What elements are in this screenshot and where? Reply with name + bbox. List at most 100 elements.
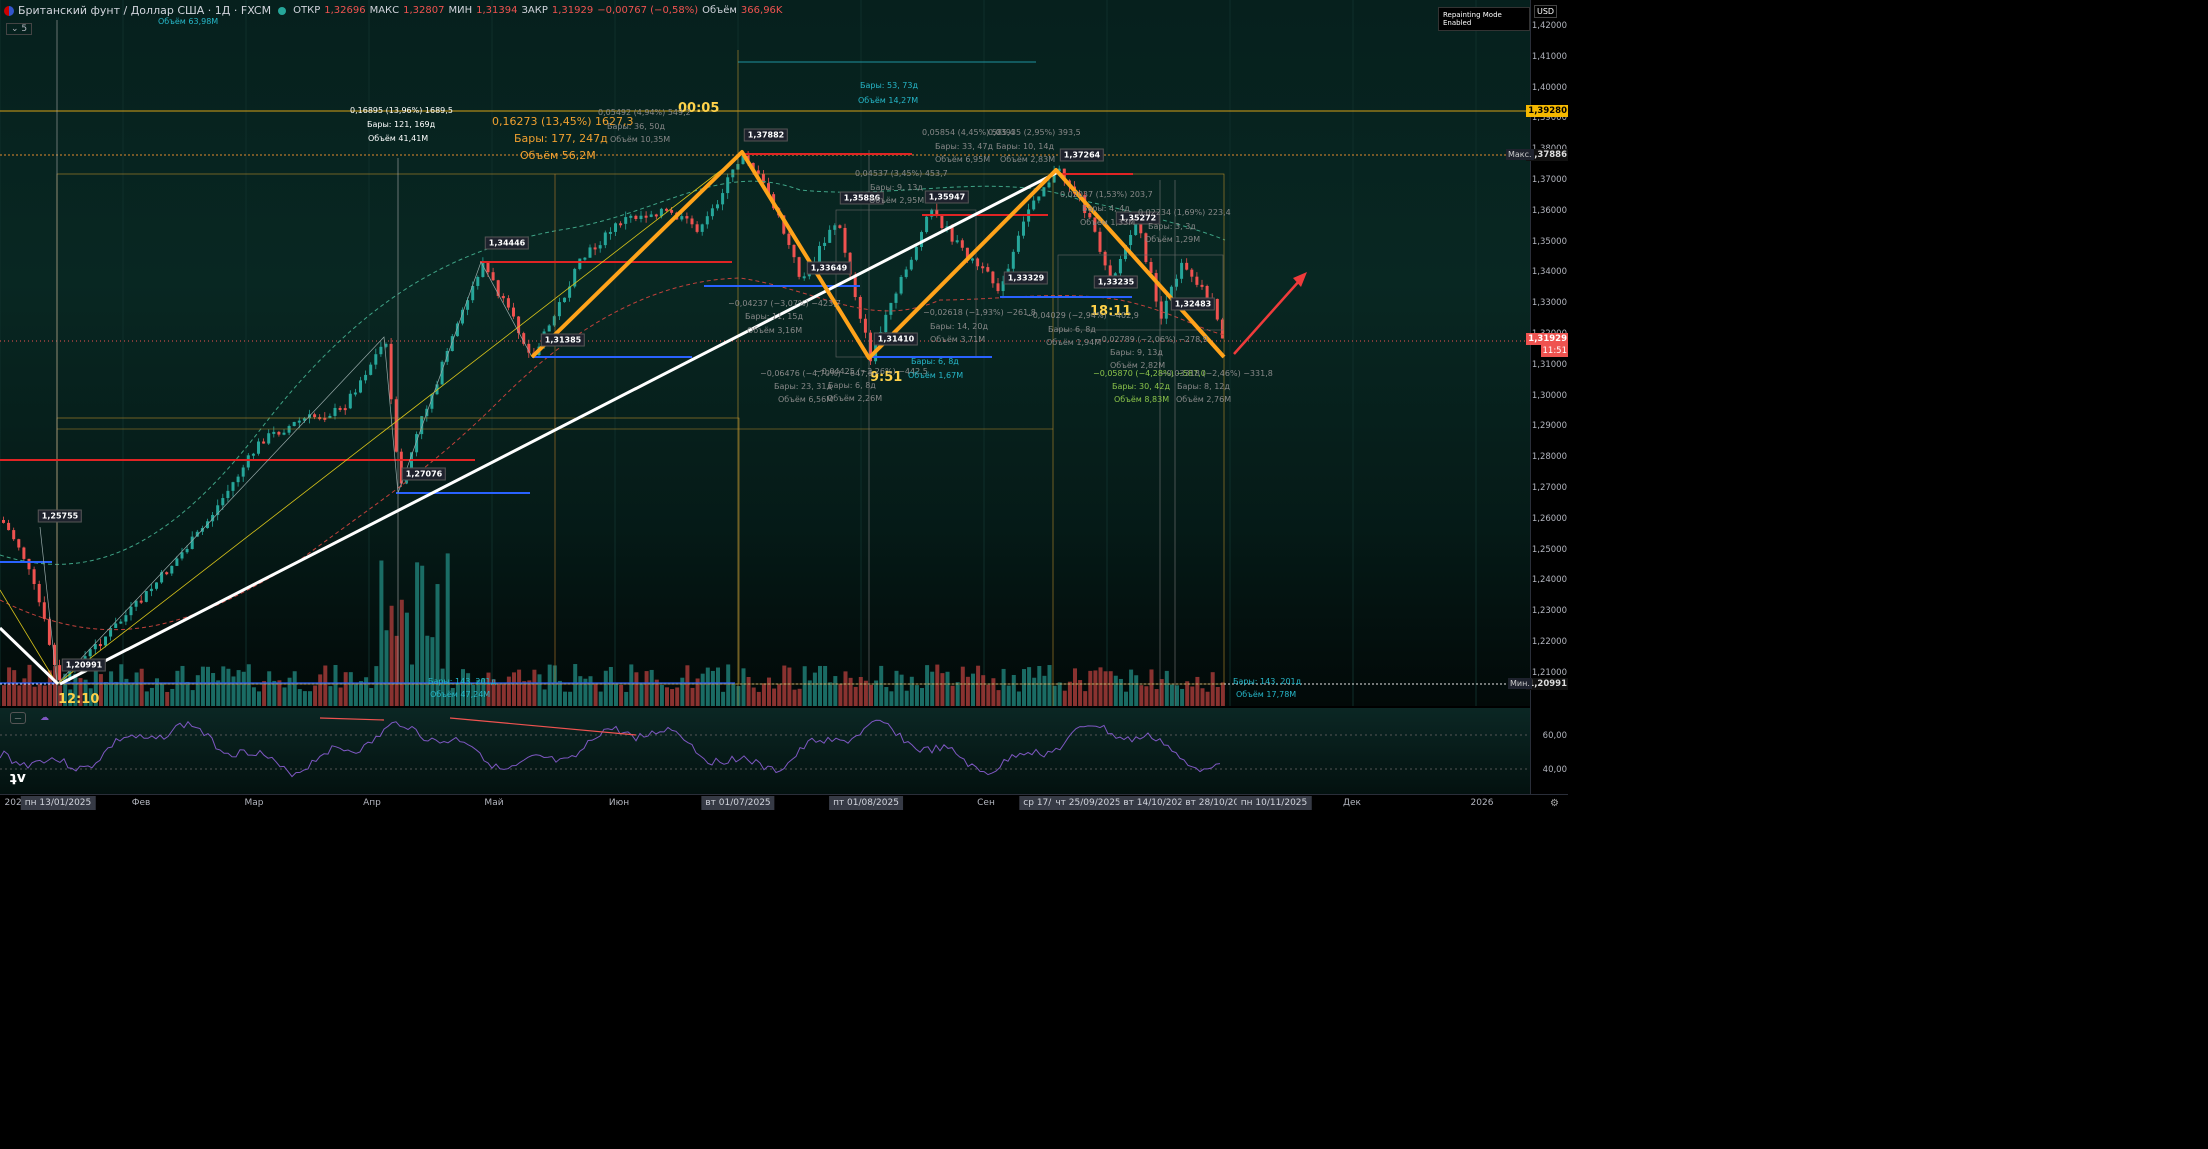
pivot-label: 1,35886 <box>839 191 885 205</box>
volume-bar <box>430 637 435 706</box>
symbol-legend[interactable]: Британский фунт / Доллар США · 1Д · FXCM… <box>4 4 782 17</box>
currency-button[interactable]: USD <box>1534 5 1558 18</box>
volume-bar <box>328 686 333 706</box>
measure-text: −0,05870 (−4,28%) −587,0 <box>1093 369 1206 378</box>
volume-bar <box>563 691 567 706</box>
volume-bar <box>501 683 506 706</box>
measure-text: Объём 41,41M <box>368 134 429 143</box>
measure-text: Бары: 3, 3д <box>1148 222 1196 231</box>
measure-text: Объём 10,35M <box>610 135 671 144</box>
price-chart-pane[interactable]: Британский фунт / Доллар США · 1Д · FXCM… <box>0 0 1530 707</box>
volume-bar <box>175 670 180 706</box>
price-tick: 1,27000 <box>1531 483 1567 493</box>
low-value: 1,31394 <box>476 5 518 16</box>
volume-bar <box>1205 691 1210 706</box>
volume-bar <box>1129 669 1134 706</box>
measure-text: Бары: 33, 47д <box>935 142 993 151</box>
rsi-visibility-icon[interactable]: ☁ <box>40 713 49 723</box>
rsi-settings-icon[interactable]: — <box>10 712 26 724</box>
pivot-label: 1,35272 <box>1115 211 1161 225</box>
volume-bar <box>680 677 685 706</box>
price-chart-canvas[interactable] <box>0 0 1530 706</box>
volume-bar <box>68 689 73 706</box>
axis-settings-icon[interactable]: ⚙ <box>1550 798 1559 809</box>
volume-bar <box>1037 666 1042 706</box>
measure-text: Бары: 143, 201д <box>1233 677 1302 686</box>
volume-bar <box>522 681 527 706</box>
volume-bar <box>960 666 965 706</box>
measure-text: Бары: 121, 169д <box>367 120 436 129</box>
symbol-title[interactable]: Британский фунт / Доллар США · 1Д · FXCM <box>18 4 272 17</box>
volume-bar <box>981 675 986 706</box>
rsi-tick: 40,00 <box>1542 765 1567 775</box>
time-label: 2026 <box>1470 798 1494 808</box>
volume-bar <box>155 678 159 706</box>
measure-text: 0,16273 (13,45%) 1627,3 <box>492 115 634 128</box>
close-label: ЗАКР <box>521 5 548 16</box>
volume-bar <box>236 670 241 706</box>
measure-text: Объём 47,24M <box>430 690 491 699</box>
volume-bar <box>1103 671 1108 706</box>
volume-bar <box>282 687 287 706</box>
volume-bar <box>935 664 940 706</box>
time-label: Дек <box>1342 798 1362 808</box>
measure-text: Бары: 36, 50д <box>607 122 665 131</box>
volume-bar <box>1088 670 1093 706</box>
volume-bar <box>685 665 690 706</box>
volume-bar <box>1027 667 1032 706</box>
volume-bar <box>512 672 516 706</box>
time-marker: 12:10 <box>58 692 100 707</box>
time-axis[interactable]: 2025 Фев Мар Апр Май Июн Сен Дек 2026 пн… <box>0 794 1568 816</box>
price-tick: 1,30000 <box>1531 390 1567 401</box>
volume-bar <box>27 664 32 706</box>
price-tick: 1,25000 <box>1531 544 1567 555</box>
price-tick: 1,28000 <box>1531 452 1567 463</box>
volume-bar <box>1083 691 1088 706</box>
volume-bar <box>129 684 134 706</box>
volume-bar <box>134 672 139 706</box>
zigzag-thin <box>39 261 533 685</box>
volume-bar <box>364 677 369 706</box>
volume-bar <box>644 671 649 706</box>
volume-bar <box>1175 685 1179 706</box>
measure-text: Бары: 177, 247д <box>514 132 608 145</box>
time-marker-box: вт 28/10/2025 <box>1181 796 1255 810</box>
volume-bar <box>139 668 144 706</box>
volume-bar <box>262 681 267 706</box>
volume-bar <box>200 666 205 706</box>
indicators-toggle[interactable]: ⌄ 5 <box>6 23 33 35</box>
rsi-tick: 60,00 <box>1542 731 1567 741</box>
measure-text: 0,05854 (4,45%) 585,4 <box>922 128 1015 137</box>
volume-bar <box>190 690 195 706</box>
volume-bar <box>843 671 848 706</box>
volume-bar <box>1154 689 1159 706</box>
volume-bar <box>1057 682 1062 706</box>
white-trendline-left <box>0 626 60 686</box>
pivot-label: 1,33235 <box>1093 275 1139 289</box>
volume-bar <box>751 687 756 706</box>
measure-text: Бары: 10, 14д <box>996 142 1054 151</box>
volume-bar <box>379 560 384 706</box>
rsi-pane[interactable]: — ☁ ʇv <box>0 708 1530 794</box>
measure-text: Объём 2,26M <box>827 394 883 403</box>
volume-bar <box>537 674 542 706</box>
volume-bar <box>93 664 98 706</box>
price-tag-countdown: 11:51 <box>1540 345 1568 357</box>
volume-bar <box>420 565 425 706</box>
tv-logo-icon[interactable]: ʇv <box>10 770 26 786</box>
measure-text: Бары: 23, 31д <box>774 382 832 391</box>
volume-bar <box>394 635 399 706</box>
price-axis[interactable]: USD 1,420001,410001,400001,390001,380001… <box>1526 0 1568 794</box>
volume-bar <box>476 679 481 706</box>
volume-bar <box>772 688 777 706</box>
volume-label: Объём <box>702 5 737 16</box>
volume-bar <box>221 666 226 706</box>
volume-bar <box>1073 668 1077 706</box>
volume-bar <box>777 684 782 706</box>
forecast-arrow-head <box>1293 272 1307 287</box>
volume-bar <box>603 670 608 706</box>
volume-bar <box>838 683 843 706</box>
time-label: 2025 <box>4 798 28 808</box>
volume-bar <box>792 689 797 706</box>
volume-bar <box>710 670 715 706</box>
